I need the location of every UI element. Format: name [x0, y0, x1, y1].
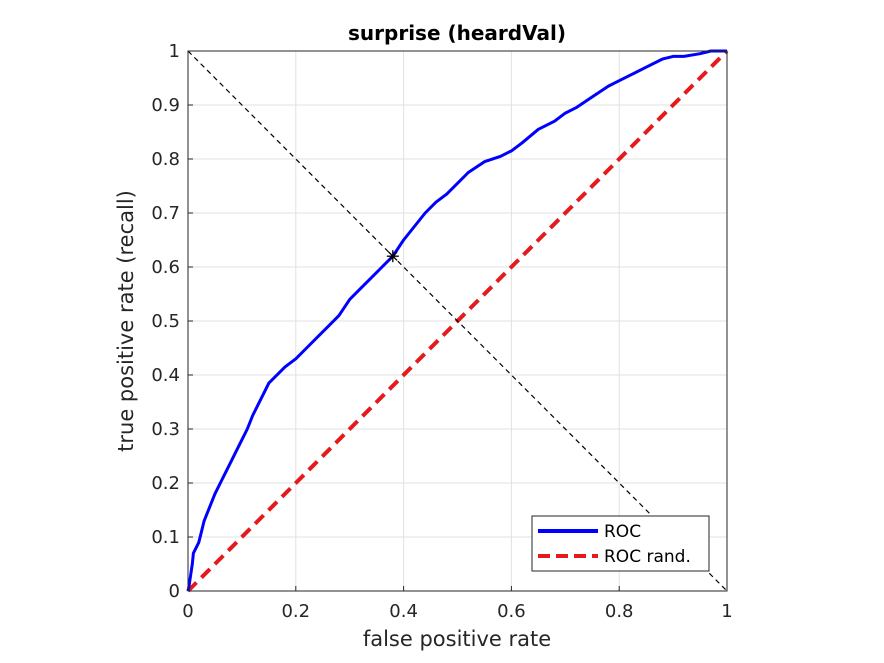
x-tick-label: 0.6	[497, 601, 526, 622]
y-ticks: 0 0.1 0.2 0.3 0.4 0.5 0.6 0.7 0.8 0.9 1	[151, 41, 193, 602]
y-tick-label: 0.9	[151, 95, 180, 116]
legend-label-roc-rand: ROC rand.	[604, 547, 691, 567]
y-tick-label: 0.6	[151, 257, 180, 278]
x-tick-label: 0.2	[281, 601, 310, 622]
y-tick-label: 0.7	[151, 203, 180, 224]
x-tick-label: 0	[182, 601, 193, 622]
legend: ROC ROC rand.	[531, 515, 710, 572]
y-tick-label: 1	[169, 41, 180, 62]
legend-box	[531, 515, 710, 572]
y-tick-label: 0.8	[151, 149, 180, 170]
legend-label-roc: ROC	[604, 522, 641, 542]
annotation-layer	[187, 50, 728, 592]
plot-area: 0 0.2 0.4 0.6 0.8 1 0 0.1 0.2 0.3 0.4 0.5 0.6 0.7 0.8…	[151, 41, 732, 622]
marker-stroke	[388, 251, 398, 261]
y-tick-label: 0.2	[151, 473, 180, 494]
y-tick-label: 0.4	[151, 365, 180, 386]
x-ticks: 0 0.2 0.4 0.6 0.8 1	[182, 586, 733, 622]
x-tick-label: 0.8	[605, 601, 634, 622]
y-tick-label: 0.1	[151, 527, 180, 548]
y-axis-label: true positive rate (recall)	[114, 190, 138, 452]
x-tick-label: 1	[721, 601, 732, 622]
reference-diagonal-line	[187, 50, 728, 592]
x-tick-label: 0.4	[389, 601, 418, 622]
y-tick-label: 0	[169, 581, 180, 602]
y-tick-label: 0.5	[151, 311, 180, 332]
roc-line	[186, 49, 727, 592]
y-tick-label: 0.3	[151, 419, 180, 440]
chart-title: surprise (heardVal)	[348, 21, 566, 45]
operating-point-marker	[386, 250, 399, 263]
x-axis-label: false positive rate	[363, 627, 551, 651]
